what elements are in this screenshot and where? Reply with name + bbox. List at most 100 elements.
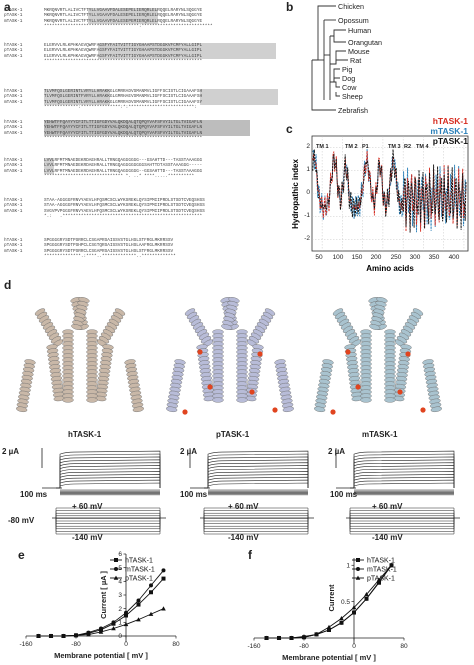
sequence-row: ELERVVLRLKPHKAGVQWRFAGSFYFAITVITTIGYGHAA…: [44, 43, 203, 48]
legend-ptask: pTASK-1: [432, 136, 468, 146]
y-tick-label: 2: [118, 606, 122, 613]
y-tick-label: 2: [306, 143, 310, 150]
sequence-name: hTASK-1: [4, 8, 23, 13]
tree-branch: [333, 36, 346, 43]
current-trace: [204, 471, 309, 489]
sequence-name: hTASK-1: [4, 158, 23, 163]
legend-htask: hTASK-1: [432, 116, 468, 126]
voltage-protocol: [52, 507, 166, 535]
data-point-mTASK-1: [99, 626, 103, 631]
legend-marker: [113, 575, 119, 580]
region-label: R2: [404, 144, 411, 150]
helix-turn: [221, 324, 233, 330]
panel-letter-b: b: [286, 0, 294, 14]
sequence-name: hTASK-1: [4, 120, 23, 125]
conservation-row: *.: .***********************************…: [44, 214, 203, 220]
tree-leaf: Cow: [342, 83, 357, 92]
protocol-step: [349, 518, 455, 532]
iv-chart-f: -160 -80 0 80 0.5 1 Membrane potential [ mV ] C…: [247, 558, 408, 663]
data-point-pTASK-1: [48, 633, 54, 638]
region-label: TM 4: [416, 144, 429, 150]
mutation-site: [197, 349, 203, 355]
sequence-row: TLVMFQSLGERINTLVRYLLHRAKKGLGMRRADVSMANMV…: [44, 99, 203, 105]
helix: [422, 359, 442, 413]
tree-leaf: Chicken: [338, 2, 364, 11]
y-tick-label: 0: [306, 189, 310, 196]
structure-label-h: hTASK-1: [68, 430, 102, 439]
helix-turn: [62, 397, 74, 403]
tree-branch: [312, 5, 336, 61]
current-trace: [350, 471, 455, 489]
legend-marker: [114, 567, 118, 571]
mutation-site: [355, 384, 361, 390]
sequence-name: mTASK-1: [4, 99, 23, 105]
protein-structure: [314, 297, 442, 415]
mutation-site: [397, 389, 403, 395]
data-point-pTASK-1: [86, 632, 91, 637]
scale-bar: [189, 448, 210, 489]
scale-time: 100 ms: [20, 490, 48, 499]
helix: [166, 359, 186, 413]
y-axis-label: Hydropathic index: [291, 159, 300, 229]
sequence-row: SPGGGGRYSDTPSRRCLCSGAPRSAISSVSTGLHSLSTFR…: [44, 238, 174, 243]
sequence-row: ELERVVLRLKPHKAGVQWRFAGSFYFAITVITTIGYGHAA…: [44, 53, 203, 59]
scale-time: 100 ms: [330, 490, 358, 499]
legend-label: mTASK-1: [367, 567, 397, 574]
mutation-site: [420, 407, 426, 413]
helix: [16, 359, 36, 413]
legend-label: hTASK-1: [367, 558, 395, 565]
current-trace: [56, 450, 161, 489]
current-traces: [41, 448, 460, 535]
tree-branch: [333, 77, 340, 82]
holding-label: -80 mV: [8, 516, 35, 525]
conservation-row: ****************************** *. ..* **…: [44, 174, 195, 180]
scale-bar: [41, 448, 62, 489]
region-label: TM 3: [388, 144, 401, 150]
data-point-pTASK-1: [111, 626, 116, 631]
helix: [71, 297, 90, 330]
data-point-mTASK-1: [364, 596, 369, 601]
legend-marker: [356, 558, 360, 562]
tree-branch: [334, 81, 340, 88]
protocol-step: [349, 518, 455, 535]
data-point-pTASK-1: [123, 621, 129, 627]
data-point-pTASK-1: [264, 635, 269, 640]
helix-turn: [132, 406, 144, 413]
tm-shading: [206, 43, 276, 59]
mutation-site: [345, 349, 351, 355]
tree-leaf: Pig: [342, 65, 352, 74]
sequence-row: LVVLRFMTMNAEDEKRDAEHRALLTRNGQAGGGGGGGGSA…: [44, 163, 203, 169]
data-point-hTASK-1: [161, 576, 166, 581]
x-tick-label: 80: [400, 643, 408, 650]
panel-letter-e: e: [18, 548, 25, 562]
data-point-mTASK-1: [111, 620, 116, 625]
x-axis-label: Membrane potential [ mV ]: [282, 653, 376, 662]
sequence-row: MKRQNVRTLALIVCTFTYLLVGAAVFDALESEPEMIERQR…: [44, 18, 203, 24]
data-point-pTASK-1: [161, 606, 166, 611]
tree-branch: [335, 59, 348, 64]
helix: [34, 308, 64, 347]
x-tick-label: 50: [315, 254, 323, 261]
structure-label-p: pTASK-1: [216, 430, 250, 439]
data-point-mTASK-1: [327, 628, 331, 632]
protocol-step: [203, 510, 309, 518]
conservation-row: ****************************************…: [44, 59, 203, 65]
tree-leaf: Dog: [342, 74, 355, 83]
data-point-mTASK-1: [352, 610, 356, 615]
protocol-step: [349, 510, 455, 518]
trace-group: [41, 448, 161, 496]
panel-letter-f: f: [248, 548, 252, 562]
helix: [86, 329, 98, 403]
tree-leaf: Opossum: [338, 16, 369, 25]
y-tick-label: 1: [306, 166, 310, 173]
data-point-mTASK-1: [161, 568, 166, 573]
helix-turn: [236, 397, 248, 403]
tree-branch: [311, 60, 336, 111]
tm-shading: [44, 89, 110, 105]
data-point-pTASK-1: [301, 634, 307, 639]
helix: [394, 308, 424, 347]
iv-chart-e: -160 -80 0 80 0 1 2 3 4 5 6 Membrane potential [ mV…: [19, 551, 180, 660]
sequence-name: pTASK-1: [4, 125, 23, 131]
sequence-name: pTASK-1: [4, 163, 23, 169]
legend-marker: [355, 575, 361, 580]
